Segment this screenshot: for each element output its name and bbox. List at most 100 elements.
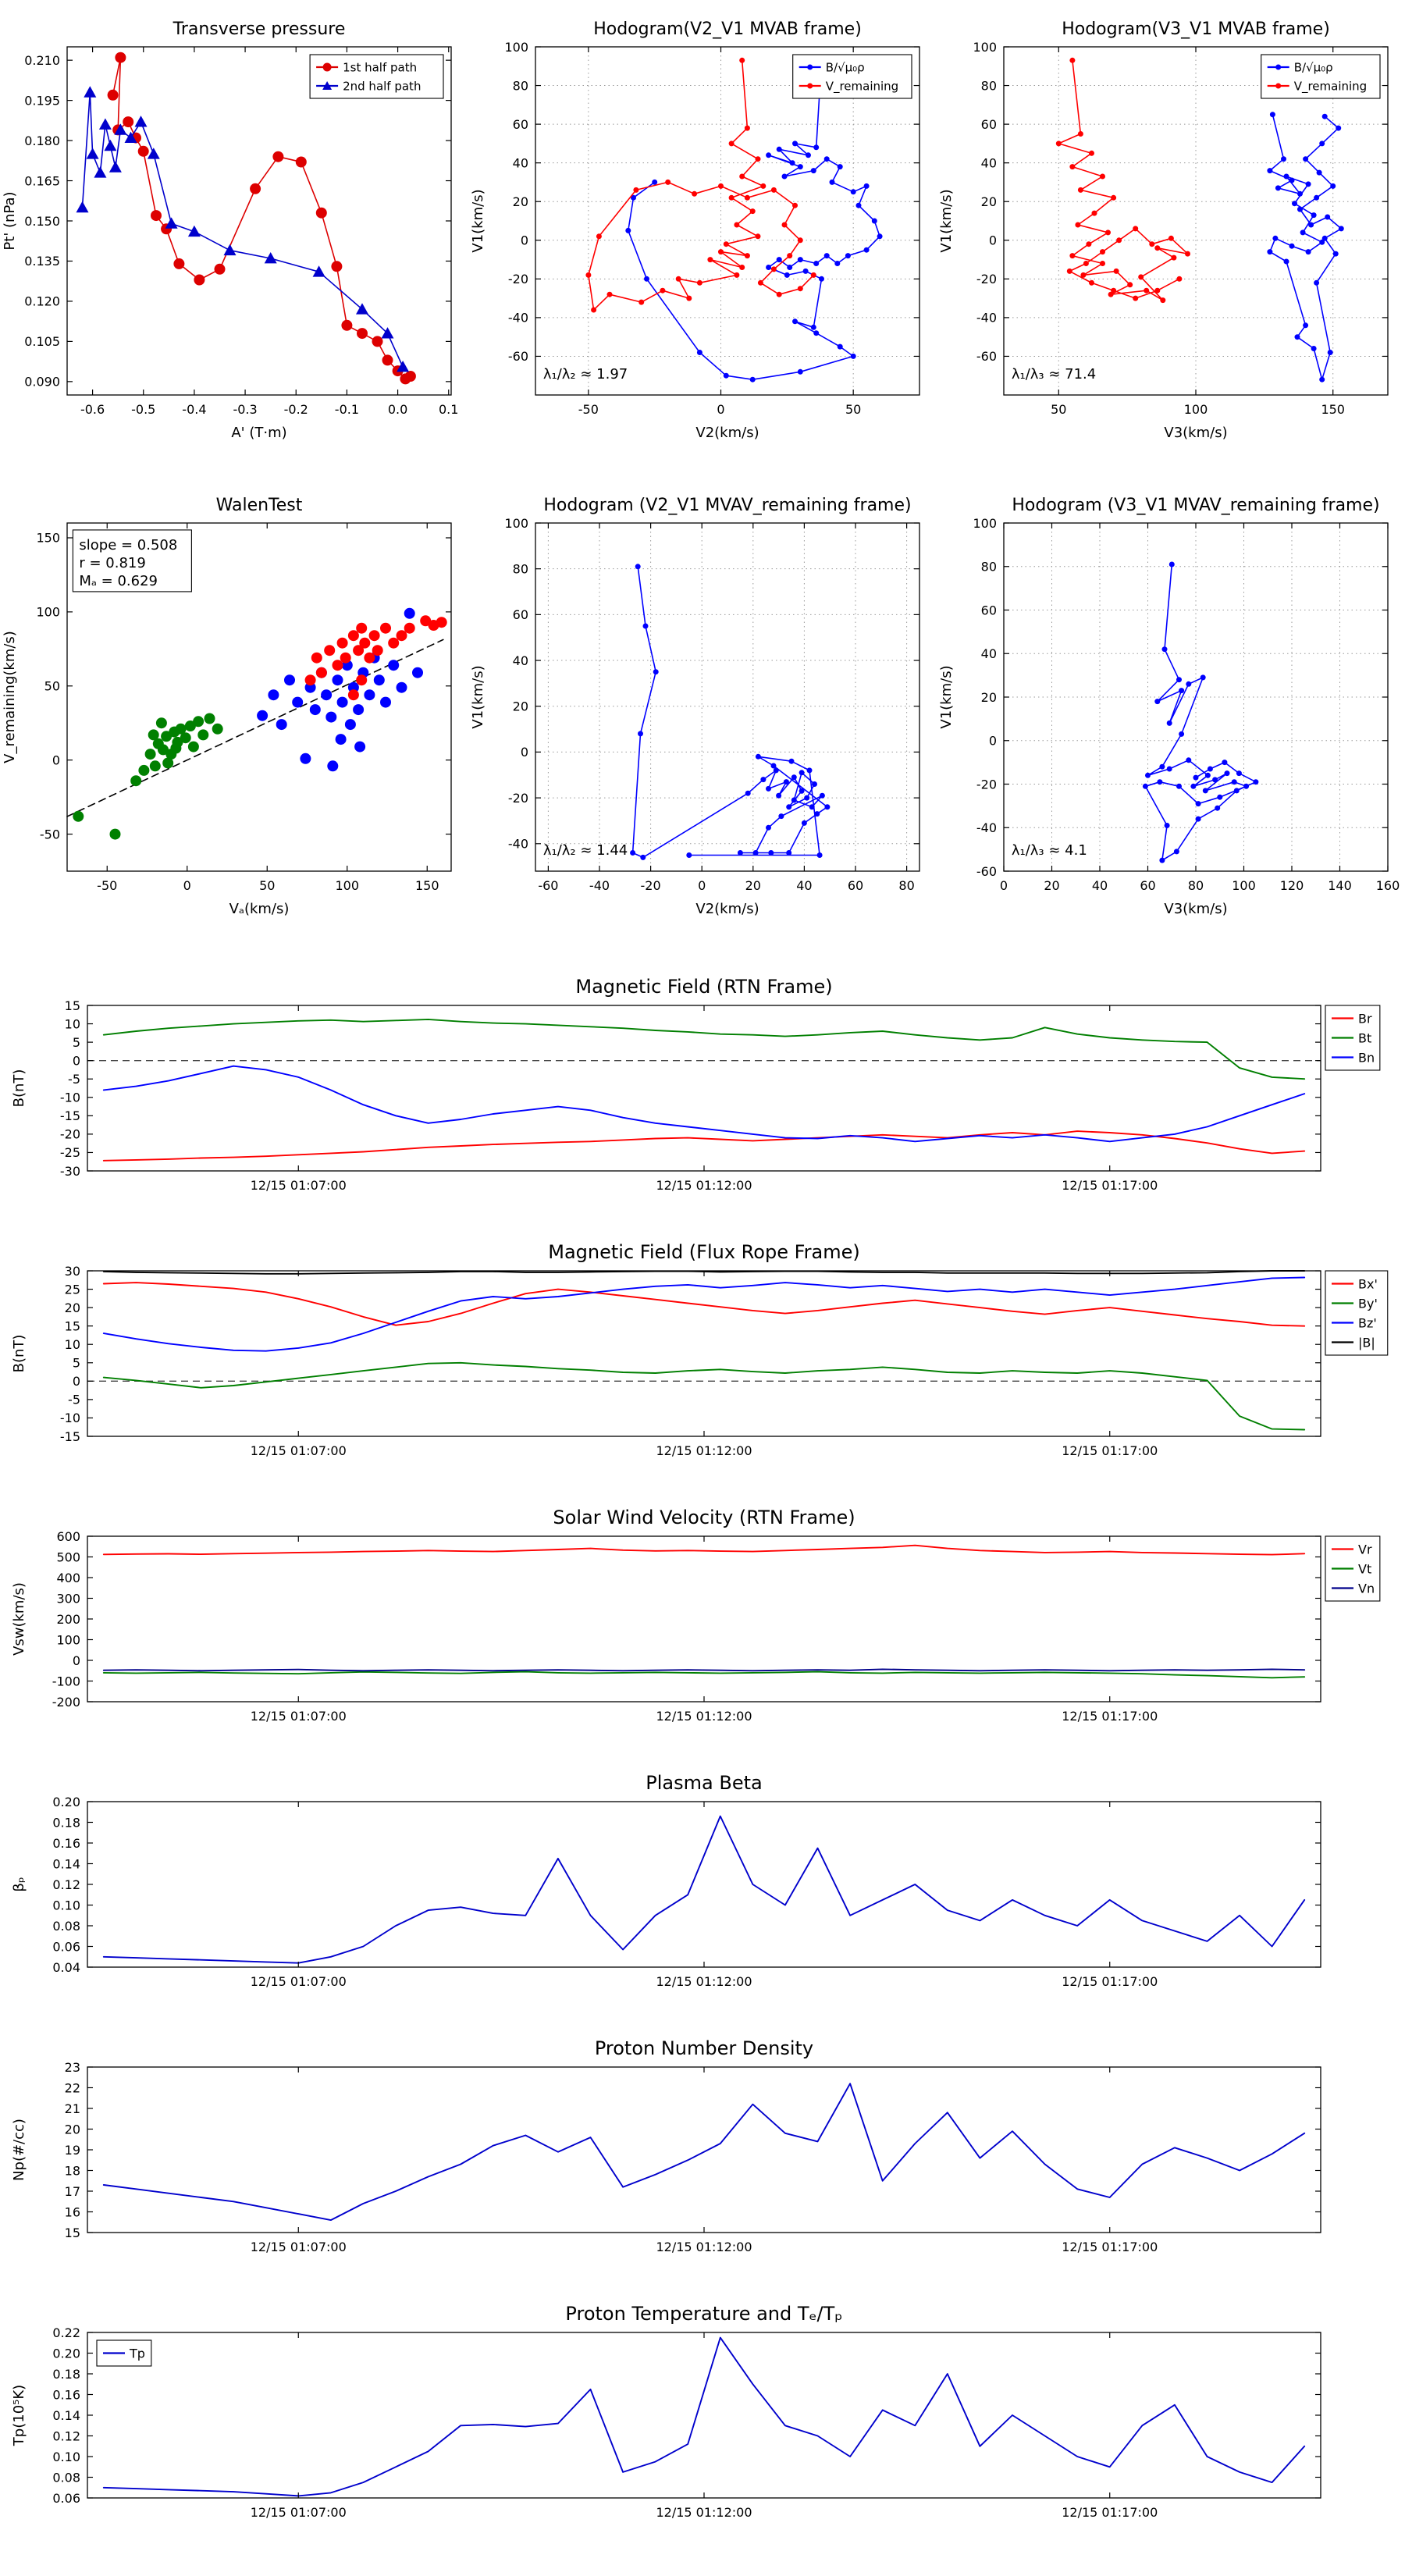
svg-text:100: 100 xyxy=(973,40,997,55)
svg-text:-40: -40 xyxy=(976,820,997,835)
svg-text:Tp(10⁵K): Tp(10⁵K) xyxy=(11,2385,27,2446)
svg-text:25: 25 xyxy=(65,1282,80,1297)
svg-text:-5: -5 xyxy=(68,1393,80,1407)
svg-text:Bn: Bn xyxy=(1358,1050,1375,1065)
svg-text:23: 23 xyxy=(65,2060,80,2075)
svg-text:60: 60 xyxy=(981,117,997,132)
svg-text:Vₐ(km/s): Vₐ(km/s) xyxy=(229,901,290,917)
svg-text:0: 0 xyxy=(521,745,528,760)
svg-text:-20: -20 xyxy=(976,777,997,792)
svg-text:12/15 01:07:00: 12/15 01:07:00 xyxy=(251,1178,347,1193)
walen-test-plot: -50 0 50 100 150 -50 0 50 100 150 WalenTest Vₐ(km/s… xyxy=(2,496,452,917)
svg-text:-200: -200 xyxy=(52,1695,80,1710)
chart-hodogram-v3v1-mvab: 50 100 150 -60 -40 -20 0 20 40 60 80 100 Hodogram(V3… xyxy=(937,8,1405,445)
svg-text:50: 50 xyxy=(44,679,60,694)
proton-temperature-plot: 12/15 01:07:00 12/15 01:12:00 12/15 01:17:… xyxy=(11,2303,1321,2520)
svg-text:15: 15 xyxy=(65,998,80,1013)
svg-text:-30: -30 xyxy=(60,1164,80,1179)
svg-text:-15: -15 xyxy=(60,1108,80,1123)
svg-text:0.1: 0.1 xyxy=(439,402,458,417)
svg-text:12/15 01:17:00: 12/15 01:17:00 xyxy=(1062,1709,1158,1724)
svg-text:Magnetic Field (RTN Frame): Magnetic Field (RTN Frame) xyxy=(575,976,832,998)
svg-text:17: 17 xyxy=(65,2184,80,2199)
svg-text:0.16: 0.16 xyxy=(52,1836,80,1851)
svg-text:-20: -20 xyxy=(508,791,528,806)
svg-text:0.18: 0.18 xyxy=(52,2367,80,2382)
svg-text:V1(km/s): V1(km/s) xyxy=(470,189,486,252)
svg-text:40: 40 xyxy=(513,653,528,668)
svg-text:0.08: 0.08 xyxy=(52,1919,80,1934)
svg-text:Plasma Beta: Plasma Beta xyxy=(646,1772,762,1794)
svg-text:Vn: Vn xyxy=(1358,1581,1375,1596)
svg-text:30: 30 xyxy=(65,1264,80,1279)
svg-text:0.06: 0.06 xyxy=(52,2491,80,2506)
svg-text:-0.6: -0.6 xyxy=(80,402,105,417)
svg-text:0.0: 0.0 xyxy=(388,402,407,417)
svg-text:0: 0 xyxy=(183,878,191,893)
svg-text:Hodogram (V2_V1 MVAV_remaining: Hodogram (V2_V1 MVAV_remaining frame) xyxy=(543,496,911,515)
svg-text:12/15 01:17:00: 12/15 01:17:00 xyxy=(1062,1443,1158,1458)
svg-text:19: 19 xyxy=(65,2143,80,2158)
svg-text:B(nT): B(nT) xyxy=(11,1335,27,1373)
svg-text:12/15 01:07:00: 12/15 01:07:00 xyxy=(251,2505,347,2520)
svg-text:15: 15 xyxy=(65,2226,80,2240)
svg-text:-50: -50 xyxy=(578,402,599,417)
svg-text:-60: -60 xyxy=(976,864,997,879)
svg-text:80: 80 xyxy=(513,78,528,93)
svg-text:0.120: 0.120 xyxy=(24,294,60,309)
svg-text:-0.1: -0.1 xyxy=(335,402,359,417)
svg-text:140: 140 xyxy=(1328,878,1352,893)
transverse-pressure-plot: -0.6 -0.5 -0.4 -0.3 -0.2 -0.1 0.0 0.1 0.090 0.105… xyxy=(2,20,458,441)
svg-text:160: 160 xyxy=(1376,878,1400,893)
svg-text:-40: -40 xyxy=(508,837,528,852)
svg-text:2nd half path: 2nd half path xyxy=(343,79,421,93)
svg-text:0.210: 0.210 xyxy=(24,53,60,68)
svg-text:60: 60 xyxy=(848,878,863,893)
svg-text:12/15 01:07:00: 12/15 01:07:00 xyxy=(251,1443,347,1458)
svg-text:0.090: 0.090 xyxy=(24,375,60,390)
svg-text:Vr: Vr xyxy=(1358,1542,1372,1557)
svg-text:12/15 01:17:00: 12/15 01:17:00 xyxy=(1062,2240,1158,2254)
svg-text:-60: -60 xyxy=(538,878,558,893)
svg-text:Solar Wind Velocity (RTN Frame: Solar Wind Velocity (RTN Frame) xyxy=(553,1507,855,1528)
svg-text:400: 400 xyxy=(56,1571,80,1585)
svg-text:40: 40 xyxy=(981,155,997,170)
svg-text:-20: -20 xyxy=(641,878,661,893)
svg-text:Bz': Bz' xyxy=(1358,1315,1377,1330)
svg-text:12/15 01:17:00: 12/15 01:17:00 xyxy=(1062,1974,1158,1989)
svg-text:0: 0 xyxy=(698,878,706,893)
svg-text:-10: -10 xyxy=(60,1091,80,1105)
svg-text:50: 50 xyxy=(845,402,861,417)
svg-text:V1(km/s): V1(km/s) xyxy=(470,665,486,728)
svg-text:V_remaining: V_remaining xyxy=(826,79,899,94)
svg-text:0.180: 0.180 xyxy=(24,133,60,148)
svg-text:r = 0.819: r = 0.819 xyxy=(79,555,145,571)
svg-text:Tp: Tp xyxy=(129,2346,145,2361)
svg-text:0.150: 0.150 xyxy=(24,214,60,229)
svg-text:-5: -5 xyxy=(68,1072,80,1087)
svg-text:-40: -40 xyxy=(976,311,997,326)
svg-text:V2(km/s): V2(km/s) xyxy=(695,425,759,441)
svg-text:V_remaining(km/s): V_remaining(km/s) xyxy=(2,631,18,763)
svg-text:10: 10 xyxy=(65,1016,80,1031)
svg-text:-100: -100 xyxy=(52,1674,80,1688)
svg-text:0.14: 0.14 xyxy=(52,2408,80,2423)
svg-text:20: 20 xyxy=(745,878,761,893)
hodogram-v3v1-mvav-plot: 0 20 40 60 80 100 120 140 160 -60 -40 -20 0 20 40 60 80 1… xyxy=(938,496,1400,917)
svg-text:12/15 01:17:00: 12/15 01:17:00 xyxy=(1062,2505,1158,2520)
svg-text:0.20: 0.20 xyxy=(52,1795,80,1809)
svg-text:12/15 01:07:00: 12/15 01:07:00 xyxy=(251,1974,347,1989)
svg-text:0: 0 xyxy=(73,1053,80,1068)
svg-text:B(nT): B(nT) xyxy=(11,1069,27,1108)
svg-text:20: 20 xyxy=(65,2122,80,2137)
svg-text:20: 20 xyxy=(513,699,528,713)
svg-text:100: 100 xyxy=(56,1632,80,1647)
svg-text:150: 150 xyxy=(36,531,60,546)
svg-text:Proton Temperature and Tₑ/Tₚ: Proton Temperature and Tₑ/Tₚ xyxy=(565,2303,842,2325)
svg-text:Bt: Bt xyxy=(1358,1030,1371,1045)
svg-text:A' (T·m): A' (T·m) xyxy=(231,425,286,441)
svg-text:12/15 01:12:00: 12/15 01:12:00 xyxy=(656,2505,752,2520)
svg-text:0.18: 0.18 xyxy=(52,1815,80,1830)
chart-magnetic-field-fluxrope: 12/15 01:07:00 12/15 01:12:00 12/15 01:17:… xyxy=(0,1241,1405,1475)
svg-text:-60: -60 xyxy=(976,349,997,364)
